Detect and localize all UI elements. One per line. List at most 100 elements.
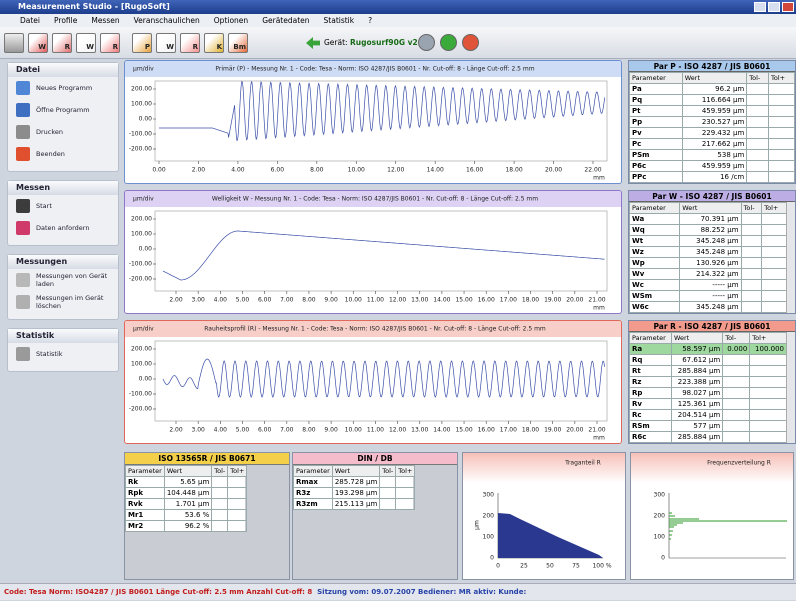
param-tol	[746, 171, 769, 183]
menu-item[interactable]: Messen	[91, 16, 120, 25]
x-tick-label: 7.00	[280, 427, 294, 434]
section-header[interactable]: Datei	[8, 63, 118, 77]
y-tick-label: -100.00	[129, 391, 152, 398]
maximize-button[interactable]	[768, 2, 780, 12]
table-wrap: Parameter Wert Tol- Tol+ Ra 58.597 µm 0.000 100…	[629, 332, 787, 443]
close-button[interactable]	[782, 2, 794, 12]
item-icon	[16, 347, 30, 361]
param-value: ----- µm	[679, 290, 742, 302]
profile-panel: µm/div Rauheitsprofil (R) - Messung Nr. 1…	[124, 320, 622, 444]
param-tol	[740, 213, 763, 225]
param-tol	[395, 498, 416, 510]
header-row: Parameter Wert Tol- Tol+	[125, 465, 248, 477]
sidebar-item[interactable]: Messungen im Gerät löschen	[8, 291, 118, 313]
menu-item[interactable]: Gerätedaten	[262, 16, 310, 25]
toolbar-icon[interactable]: R	[52, 33, 72, 53]
section-title: Messungen	[16, 257, 68, 266]
param-table: Parameter Wert Tol- Tol+ Rk 5.65 µm Rpk 104.448…	[125, 465, 248, 532]
param-panel: Par W - ISO 4287 / JIS B0601 Parameter Wer…	[628, 190, 796, 314]
menu-item[interactable]: Statistik	[323, 16, 355, 25]
x-tick-label: 20.00	[545, 167, 562, 174]
item-label: Messungen im Gerät löschen	[36, 294, 104, 310]
section-header[interactable]: Statistik	[8, 329, 118, 343]
param-tol	[749, 409, 787, 421]
param-value: 70.391 µm	[679, 213, 742, 225]
sidebar-item[interactable]: Messungen von Gerät laden	[8, 269, 118, 291]
y-tick-label: 0	[490, 555, 494, 562]
param-table: Parameter Wert Tol- Tol+ Ra 58.597 µm 0.000 100…	[629, 332, 787, 443]
sidebar-item[interactable]: Neues Programm	[8, 77, 118, 99]
item-label: Messungen von Gerät laden	[36, 272, 108, 288]
bottom-chart: Frequenzverteilung R 300 200 100 0	[631, 453, 793, 562]
table-wrap: Parameter Wert Tol- Tol+ Rmax 285.728 µm R3z 19…	[293, 465, 416, 510]
param-name: Rmax	[293, 476, 333, 488]
param-tol	[746, 116, 769, 128]
x-tick-label: 12.00	[389, 427, 406, 434]
toolbar-icon[interactable]: W	[156, 33, 176, 53]
scrollbar[interactable]	[786, 332, 795, 443]
toolbar-icon[interactable]: Bm	[228, 33, 248, 53]
menu-item[interactable]: Profile	[54, 16, 78, 25]
param-name: Rt	[629, 365, 672, 377]
x-tick-label: 9.00	[324, 427, 338, 434]
x-tick-label: 13.00	[411, 297, 428, 304]
param-title: Par R - ISO 4287 / JIS B0601	[629, 321, 795, 332]
sidebar-item[interactable]: Daten anfordern	[8, 217, 118, 239]
y-tick-label: 100.00	[131, 231, 152, 238]
param-name: PSm	[629, 149, 683, 161]
param-value: 98.027 µm	[670, 387, 724, 399]
param-tol	[768, 127, 795, 139]
toolbar-icon[interactable]: K	[204, 33, 224, 53]
section-header[interactable]: Messungen	[8, 255, 118, 269]
toolbar-icon[interactable]: R	[180, 33, 200, 53]
sidebar-item[interactable]: Beenden	[8, 143, 118, 165]
param-panel: Par R - ISO 4287 / JIS B0601 Parameter Wer…	[628, 320, 796, 444]
device-button[interactable]	[440, 34, 457, 51]
x-tick-label: 100 %	[592, 563, 611, 570]
sidebar-item[interactable]: Öffne Programm	[8, 99, 118, 121]
item-label: Öffne Programm	[36, 106, 90, 114]
column-header: Wert	[681, 72, 748, 84]
menu-item[interactable]: Datei	[20, 16, 41, 25]
header-row: Parameter Wert Tol- Tol+	[629, 332, 787, 344]
bottom-table-panel: ISO 13565R / JIS B0671 Parameter Wert Tol- T…	[124, 452, 290, 580]
param-tol	[768, 83, 795, 95]
param-value: 204.514 µm	[670, 409, 724, 421]
scrollbar[interactable]	[786, 202, 795, 313]
table-row: Wv 214.322 µm	[629, 268, 787, 280]
table-row: P6c 459.959 µm	[629, 160, 795, 172]
toolbar-icon[interactable]: R	[100, 33, 120, 53]
device-button[interactable]	[462, 34, 479, 51]
x-tick-label: 5.00	[236, 297, 250, 304]
toolbar-icon[interactable]: P	[132, 33, 152, 53]
table-row: Rq 67.612 µm	[629, 354, 787, 366]
device-button[interactable]	[418, 34, 435, 51]
param-table: Parameter Wert Tol- Tol+ Pa 96.2 µm Pq 116.664 …	[629, 72, 795, 183]
profile-title: Rauheitsprofil (R) - Messung Nr. 1 - Cod…	[204, 326, 546, 333]
sidebar-item[interactable]: Drucken	[8, 121, 118, 143]
x-tick-label: 15.00	[455, 297, 472, 304]
toolbar-icon[interactable]: W	[28, 33, 48, 53]
sidebar-item[interactable]: Statistik	[8, 343, 118, 365]
param-name: Pa	[629, 83, 683, 95]
section-header[interactable]: Messen	[8, 181, 118, 195]
toolbar-icon[interactable]: W	[76, 33, 96, 53]
profile-curve	[162, 358, 605, 398]
x-tick-label: 12.00	[389, 297, 406, 304]
x-tick-label: 4.00	[214, 427, 228, 434]
param-value: 116.664 µm	[681, 94, 748, 106]
param-name: Wq	[629, 224, 681, 236]
menu-item[interactable]: Optionen	[213, 16, 249, 25]
menu-item[interactable]: ?	[368, 16, 373, 25]
sidebar-item[interactable]: Start	[8, 195, 118, 217]
y-tick-label: 300	[483, 492, 495, 499]
print-button[interactable]	[4, 33, 24, 53]
chart-title: Frequenzverteilung R	[707, 460, 771, 467]
table-wrap: Parameter Wert Tol- Tol+ Pa 96.2 µm Pq 116.664 …	[629, 72, 795, 183]
back-arrow[interactable]	[306, 37, 320, 49]
menu-item[interactable]: Veranschaulichen	[133, 16, 200, 25]
table-row: Mr2 96.2 %	[125, 520, 248, 532]
param-tol	[211, 509, 229, 521]
minimize-button[interactable]	[754, 2, 766, 12]
